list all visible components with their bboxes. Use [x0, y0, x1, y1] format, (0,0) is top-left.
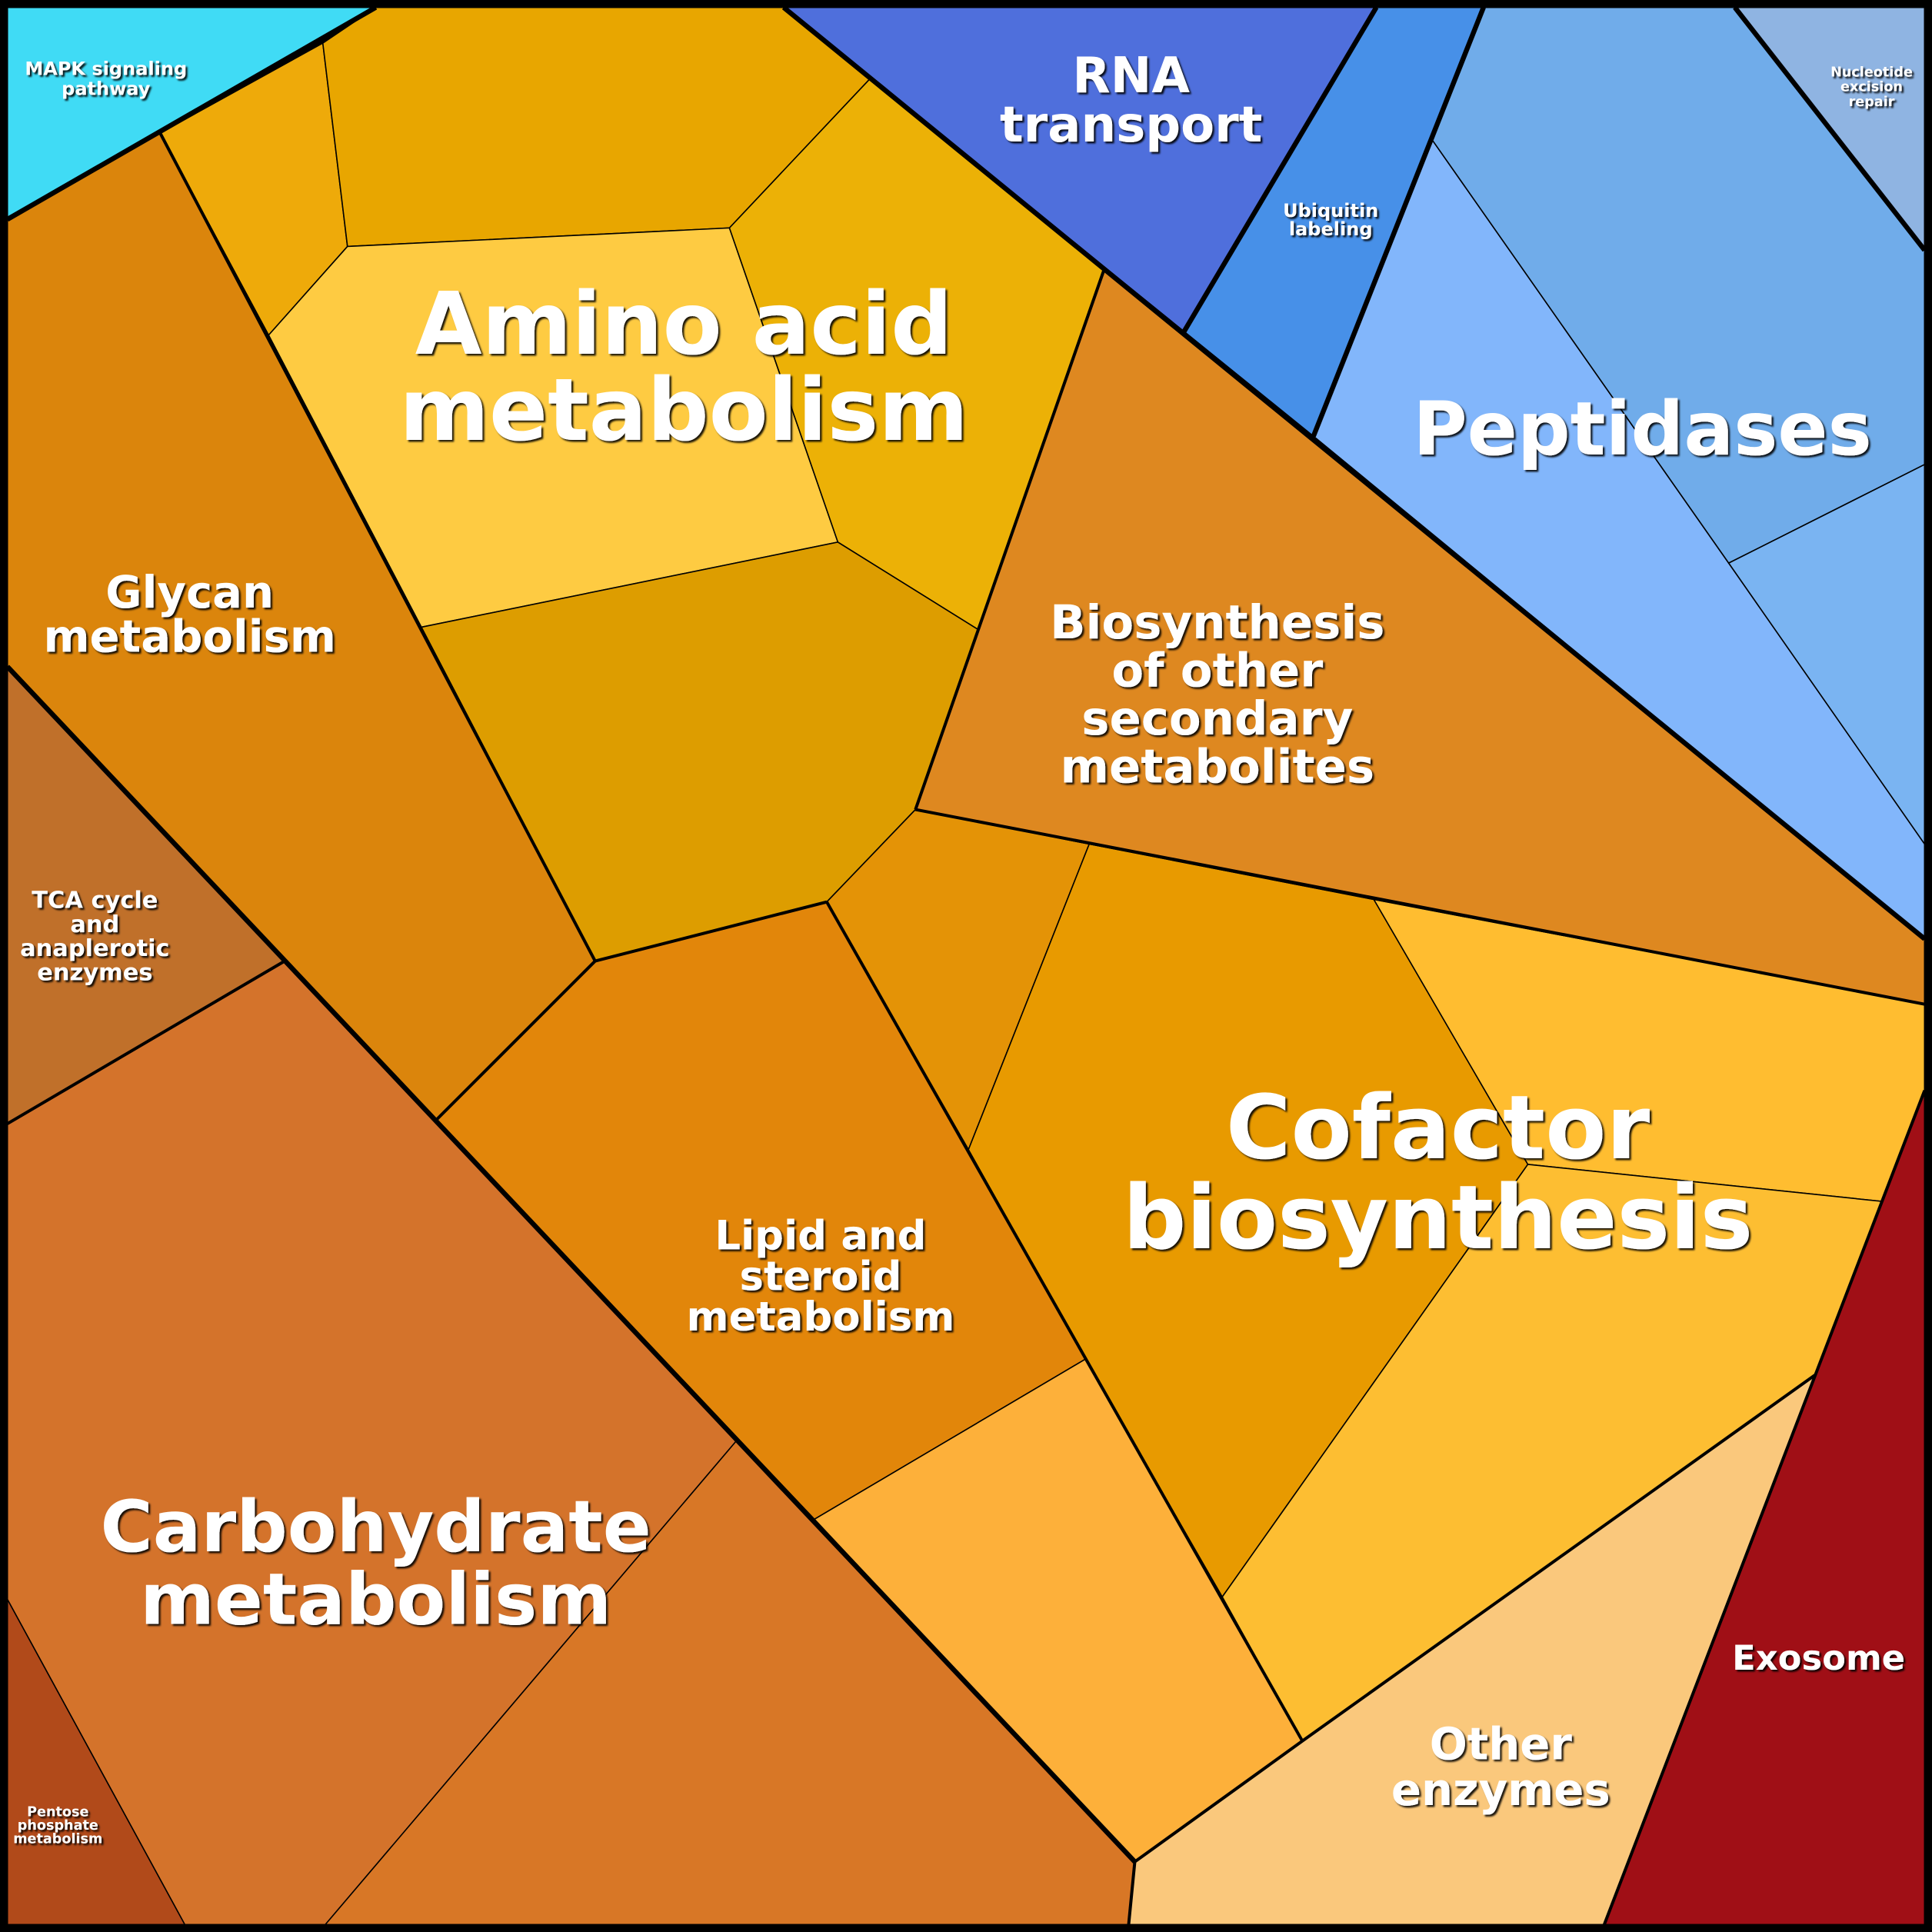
- label-line: enzymes: [1391, 1764, 1611, 1816]
- label-line: Pentose: [27, 1804, 88, 1820]
- label-line: metabolism: [13, 1832, 102, 1847]
- label-line: steroid: [739, 1253, 901, 1300]
- group-border: [1733, 5, 1927, 252]
- label-line: Other: [1430, 1718, 1573, 1770]
- peptidases-label: Peptidases: [1413, 386, 1872, 472]
- group-border: [158, 132, 597, 962]
- label-line: Ubiquitin: [1283, 200, 1378, 222]
- group-border: [914, 808, 1925, 1006]
- group-border: [1127, 1861, 1137, 1925]
- group-border: [595, 900, 828, 963]
- label-line: transport: [1000, 97, 1262, 154]
- label-line: metabolism: [140, 1557, 611, 1641]
- label-line: phosphate: [18, 1818, 98, 1834]
- group-border: [1181, 5, 1379, 333]
- rna-transport-label: RNA transport: [1000, 48, 1262, 154]
- label-line: excision: [1840, 80, 1903, 95]
- ubiquitin-label: Ubiquitin labeling: [1283, 200, 1378, 240]
- glycan-label: Glycan metabolism: [43, 566, 335, 663]
- group-border: [914, 269, 1106, 811]
- mapk-label: MAPK signaling pathway: [25, 58, 187, 100]
- label-line: Exosome: [1732, 1637, 1905, 1678]
- other-enzymes-label: Other enzymes: [1391, 1718, 1611, 1816]
- lipid-label: Lipid and steroid metabolism: [687, 1212, 955, 1341]
- label-line: metabolites: [1061, 739, 1375, 794]
- group-border: [825, 901, 1304, 1742]
- label-line: TCA cycle: [32, 888, 158, 914]
- label-line: labeling: [1289, 218, 1373, 240]
- label-line: secondary: [1081, 691, 1353, 746]
- biosynthesis-label: Biosynthesis of other secondary metabolites: [1050, 595, 1384, 794]
- exosome-label: Exosome: [1732, 1637, 1905, 1678]
- label-line: Glycan: [105, 566, 274, 618]
- cofactor-label: Cofactor biosynthesis: [1123, 1077, 1754, 1270]
- label-line: Cofactor: [1226, 1077, 1651, 1180]
- label-line: biosynthesis: [1123, 1167, 1754, 1270]
- group-border: [435, 960, 597, 1121]
- label-line: Biosynthesis: [1050, 595, 1384, 650]
- label-line: Amino acid: [415, 275, 953, 375]
- label-line: repair: [1849, 95, 1895, 110]
- group-border: [1602, 1090, 1927, 1926]
- label-line: pathway: [62, 78, 151, 99]
- nucleotide-label: Nucleotide excision repair: [1830, 65, 1913, 109]
- group-border: [6, 959, 286, 1125]
- carbohydrate-label: Carbohydrate metabolism: [101, 1485, 651, 1641]
- group-border: [781, 5, 1927, 941]
- label-line: Carbohydrate: [101, 1485, 651, 1568]
- label-line: and: [70, 911, 119, 938]
- label-line: Nucleotide: [1830, 65, 1913, 80]
- group-border: [1311, 6, 1486, 438]
- pentose-label: Pentose phosphate metabolism: [13, 1804, 102, 1847]
- label-line: metabolism: [43, 610, 335, 662]
- label-line: enzymes: [37, 959, 152, 986]
- label-line: metabolism: [687, 1294, 955, 1341]
- amino-acid-label: Amino acid metabolism: [399, 275, 968, 461]
- label-line: metabolism: [399, 361, 968, 461]
- label-line: MAPK signaling: [25, 58, 187, 80]
- label-line: Peptidases: [1413, 386, 1872, 472]
- label-line: RNA: [1072, 48, 1190, 105]
- group-border: [6, 5, 378, 222]
- tca-label: TCA cycle and anaplerotic enzymes: [20, 888, 169, 987]
- group-border: [1134, 1374, 1816, 1864]
- label-line: of other: [1111, 643, 1323, 698]
- group-border: [5, 665, 1137, 1864]
- label-line: Lipid and: [715, 1212, 926, 1259]
- label-line: anaplerotic: [20, 935, 169, 962]
